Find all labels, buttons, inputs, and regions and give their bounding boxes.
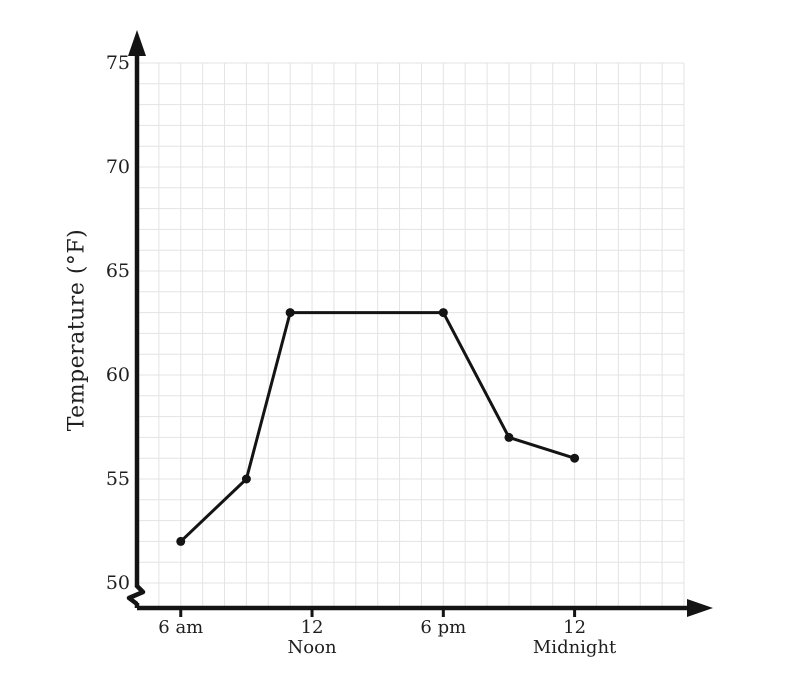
data-points bbox=[176, 308, 580, 546]
data-point bbox=[570, 453, 580, 463]
x-tick-label: 12 bbox=[301, 617, 324, 638]
data-point bbox=[176, 536, 186, 546]
data-point bbox=[285, 308, 295, 318]
y-tick-label: 55 bbox=[106, 468, 130, 490]
y-tick-label: 65 bbox=[106, 260, 130, 282]
x-tick-label: Midnight bbox=[533, 637, 617, 658]
x-tick-label: Noon bbox=[288, 637, 337, 658]
grid bbox=[137, 62, 685, 608]
y-tick-labels: 75 70 65 60 55 50 bbox=[106, 52, 130, 594]
y-axis-break bbox=[126, 583, 146, 606]
y-tick-label: 70 bbox=[106, 156, 130, 178]
x-tick-label: 12 bbox=[563, 617, 586, 638]
y-axis-arrow-icon bbox=[128, 30, 146, 56]
data-point bbox=[504, 432, 514, 442]
y-tick-label: 50 bbox=[106, 572, 130, 594]
x-axis-arrow-icon bbox=[687, 599, 713, 617]
data-line bbox=[179, 311, 577, 543]
y-tick-label: 60 bbox=[106, 364, 130, 386]
axes bbox=[126, 46, 697, 611]
data-point bbox=[438, 308, 448, 318]
x-ticks bbox=[179, 608, 577, 617]
x-tick-label: 6 pm bbox=[420, 617, 466, 638]
data-point bbox=[241, 474, 251, 484]
x-tick-label: 6 am bbox=[158, 617, 203, 638]
y-tick-label: 75 bbox=[106, 52, 130, 74]
